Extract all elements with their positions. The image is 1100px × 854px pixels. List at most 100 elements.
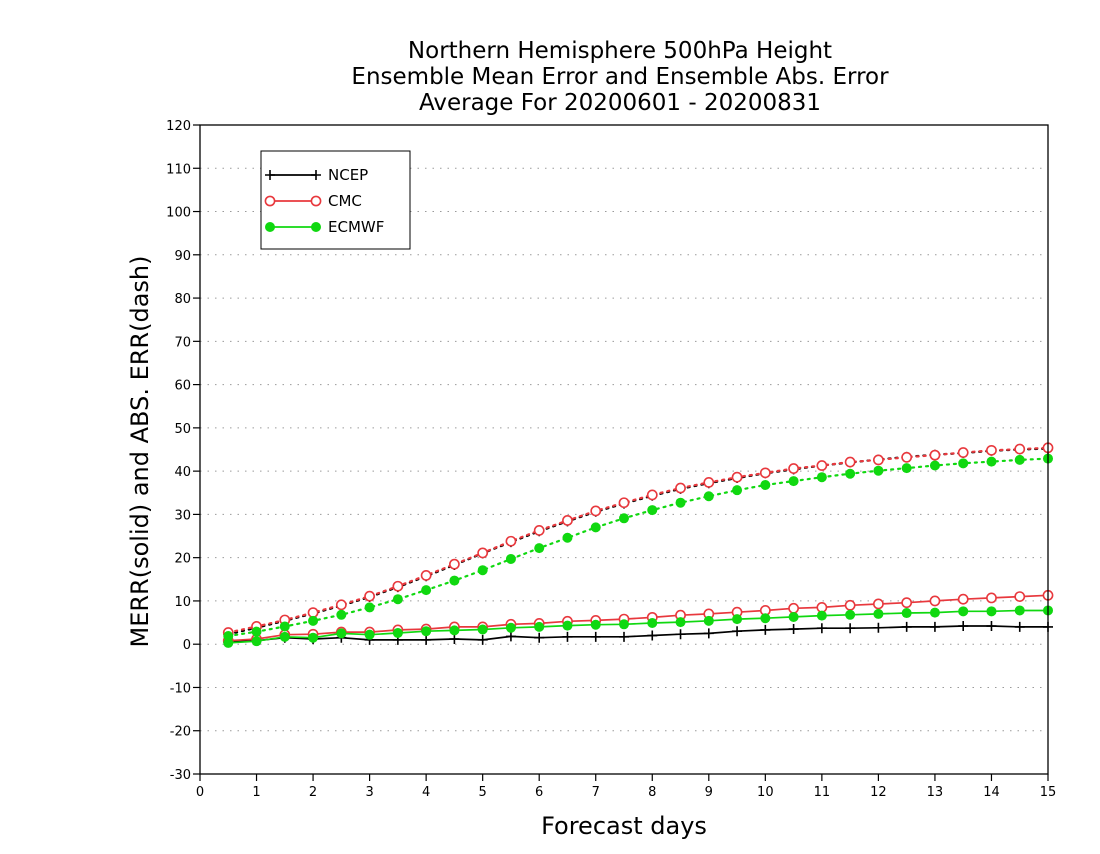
cmc-abs-error-point <box>788 463 799 474</box>
ecmwf-abs-error-point <box>1014 454 1025 465</box>
ecmwf-mean-error-point <box>449 625 460 636</box>
x-tick-label: 2 <box>309 785 317 800</box>
ncep-mean-error-point <box>732 626 743 637</box>
ncep-mean-error-point <box>477 634 488 645</box>
ncep-mean-error-point <box>505 631 516 642</box>
y-tick-label: 50 <box>174 422 191 437</box>
legend-marker-cmc <box>264 195 276 207</box>
ecmwf-abs-error-point <box>336 609 347 620</box>
cmc-mean-error-point <box>929 595 941 607</box>
ecmwf-mean-error-point <box>986 606 997 617</box>
cmc-abs-error-point <box>986 444 997 456</box>
cmc-abs-error-point <box>731 471 743 483</box>
ecmwf-mean-error-point <box>845 609 856 620</box>
ecmwf-mean-error-point <box>675 617 686 628</box>
ecmwf-mean-error-point <box>251 636 262 647</box>
legend-marker-ncep <box>311 170 321 180</box>
cmc-mean-error-point <box>816 602 828 613</box>
y-tick-label: 90 <box>174 249 191 264</box>
x-tick-label: 1 <box>252 785 260 800</box>
ncep-mean-error-point <box>647 630 658 641</box>
ncep-mean-error-point <box>534 632 545 643</box>
ecmwf-abs-error-point <box>590 522 601 533</box>
y-tick-label: 40 <box>174 465 191 480</box>
ecmwf-mean-error-point <box>929 607 940 618</box>
ncep-mean-error-point <box>562 631 573 642</box>
ncep-mean-error-point <box>619 631 629 642</box>
ecmwf-abs-error-point <box>703 491 714 502</box>
x-tick-label: 0 <box>196 785 204 800</box>
legend-box <box>260 150 411 250</box>
ncep-mean-error-point <box>590 631 601 642</box>
ecmwf-mean-error-point <box>392 627 403 638</box>
ecmwf-mean-error-point <box>223 637 234 648</box>
ecmwf-abs-error-point <box>958 458 969 469</box>
plot-frame <box>199 124 1049 775</box>
x-tick-label: 13 <box>927 785 944 800</box>
cmc-mean-error-point <box>873 598 884 610</box>
ncep-mean-error-point <box>421 634 432 645</box>
ecmwf-abs-error-point <box>279 621 290 632</box>
y-tick-label: 80 <box>174 292 191 307</box>
ncep-mean-error-point <box>816 623 827 634</box>
ecmwf-abs-error-point <box>364 602 375 613</box>
cmc-abs-error-point <box>562 515 573 526</box>
ecmwf-abs-error-point <box>308 615 319 626</box>
cmc-abs-error-point <box>590 505 602 517</box>
ecmwf-abs-error-point <box>562 532 573 543</box>
ecmwf-mean-error-point <box>279 631 290 642</box>
ecmwf-abs-error-point <box>675 497 686 508</box>
cmc-abs-error-point <box>759 467 771 479</box>
ecmwf-mean-error-point <box>958 606 969 617</box>
cmc-abs-error-point <box>675 482 686 494</box>
y-tick-label: 20 <box>174 552 191 567</box>
ncep-mean-error-point <box>703 628 714 639</box>
cmc-abs-error-point <box>307 607 319 619</box>
ecmwf-mean-error-point <box>901 608 912 619</box>
ecmwf-abs-error-point <box>986 456 997 467</box>
x-axis-title: Forecast days <box>541 812 707 840</box>
ncep-mean-error-point <box>929 621 940 632</box>
ecmwf-abs-error-point <box>873 465 884 476</box>
x-tick-label: 7 <box>592 785 600 800</box>
cmc-abs-error-point <box>392 580 404 592</box>
ecmwf-abs-error-point <box>732 485 743 496</box>
ecmwf-abs-error-point <box>251 626 262 637</box>
chart-title-line: Average For 20200601 - 20200831 <box>419 90 821 116</box>
cmc-abs-error-point <box>873 454 884 466</box>
cmc-mean-error-point <box>986 592 997 604</box>
y-tick-label: 0 <box>183 638 191 653</box>
legend-marker-ecmwf <box>311 222 321 232</box>
x-tick-label: 14 <box>983 785 1000 800</box>
cmc-abs-error-point <box>618 497 630 509</box>
ecmwf-mean-error-point <box>308 632 319 643</box>
y-axis-title: MERR(solid) and ABS. ERR(dash) <box>126 256 154 648</box>
ecmwf-abs-error-point <box>816 472 827 483</box>
cmc-abs-error-point <box>505 535 517 547</box>
ecmwf-abs-error-point <box>619 513 629 524</box>
ecmwf-mean-error-point <box>703 615 714 626</box>
cmc-mean-error-point <box>1014 591 1026 603</box>
legend: NCEP CMC ECMWF <box>260 150 411 250</box>
y-tick-label: 10 <box>174 595 191 610</box>
ecmwf-abs-error-point <box>534 543 545 554</box>
cmc-mean-error-point <box>788 602 799 614</box>
ecmwf-abs-error-point <box>929 460 940 471</box>
cmc-abs-error-point <box>703 476 715 488</box>
cmc-abs-error-point <box>844 456 856 468</box>
ecmwf-abs-error-point <box>505 553 516 564</box>
cmc-abs-error-point <box>533 525 545 536</box>
y-tick-label: 60 <box>174 379 191 394</box>
y-tick-label: 120 <box>166 119 191 134</box>
cmc-abs-error-point <box>335 599 347 611</box>
ecmwf-mean-error-point <box>590 619 601 630</box>
legend-label-ecmwf: ECMWF <box>328 218 384 236</box>
ecmwf-mean-error-point <box>421 626 432 637</box>
cmc-abs-error-point <box>957 447 969 458</box>
ecmwf-abs-error-line <box>227 457 1050 638</box>
ecmwf-mean-error-point <box>647 617 658 628</box>
x-tick-label: 4 <box>422 785 430 800</box>
y-tick-label: 70 <box>174 335 191 350</box>
